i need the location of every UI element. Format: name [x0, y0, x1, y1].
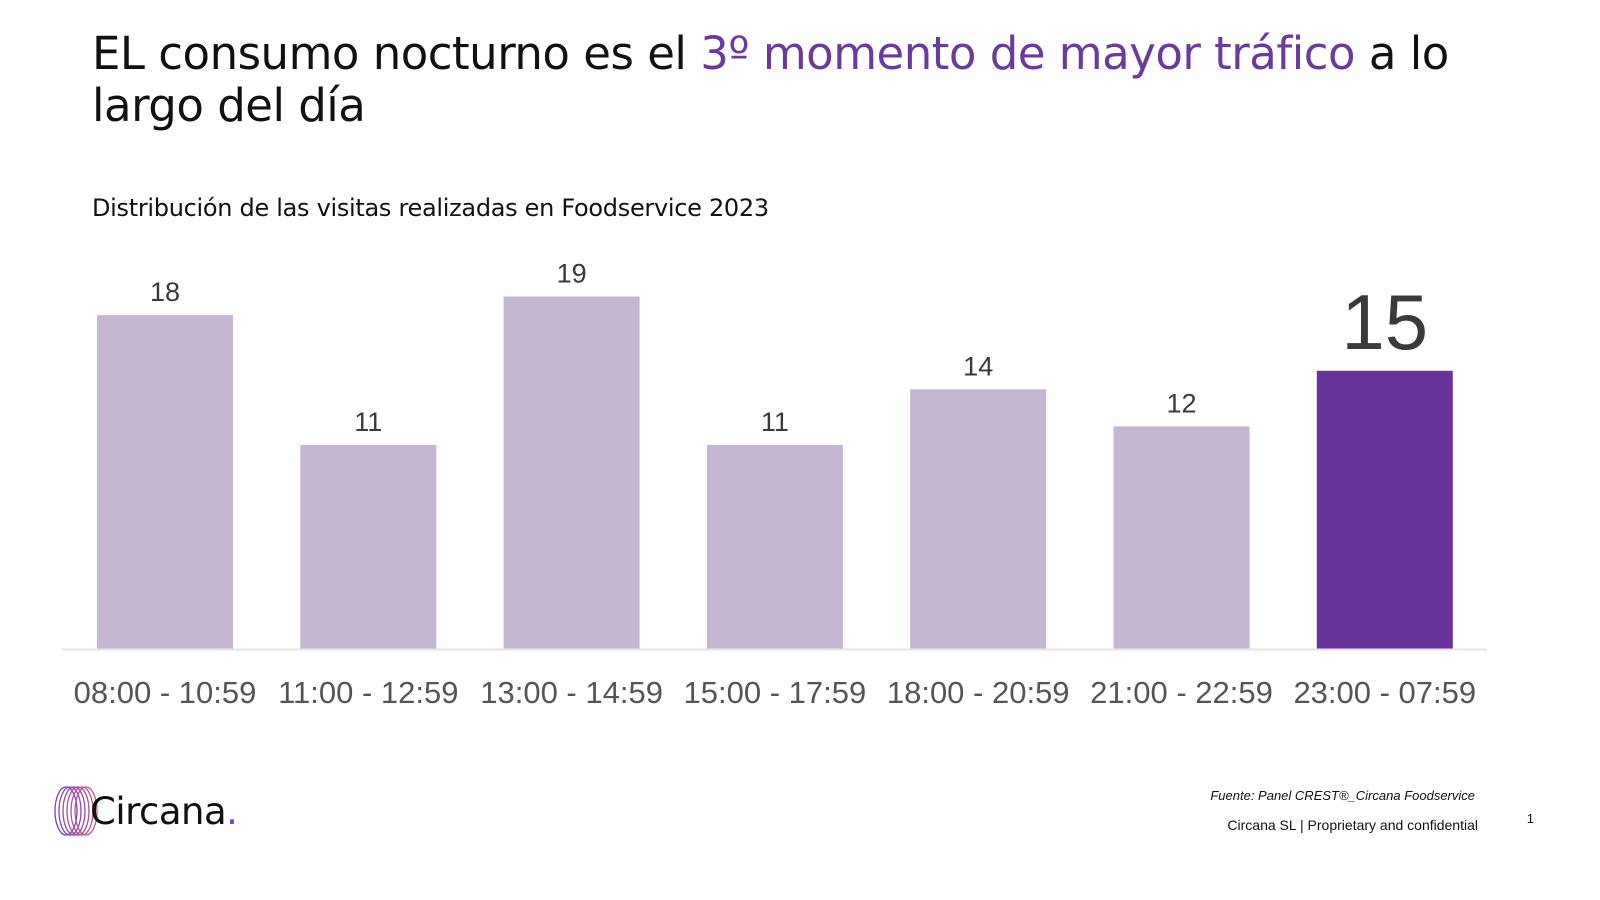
- bar-chart: 18 11 19 11 14 12 15 08:00 - 10:59 11:00 - 12:5…: [62, 259, 1487, 710]
- category-label: 11:00 - 12:59: [278, 675, 458, 710]
- confidential-note: Circana SL | Proprietary and confidentia…: [1227, 817, 1478, 833]
- data-label: 19: [557, 259, 587, 289]
- category-labels-group: 08:00 - 10:59 11:00 - 12:59 13:00 - 14:59 1…: [74, 675, 1477, 710]
- title-highlight: 3º momento de mayor tráfico: [700, 27, 1356, 80]
- data-label: 12: [1166, 388, 1196, 418]
- data-label: 14: [963, 351, 993, 381]
- bar-21-00-22-59: [1113, 426, 1250, 649]
- category-label: 18:00 - 20:59: [887, 675, 1070, 710]
- bar-18-00-20-59: [910, 389, 1047, 649]
- bar-08-00-10-59: [97, 315, 233, 649]
- bars-group: [97, 296, 1453, 649]
- data-label: 18: [150, 277, 180, 307]
- bar-13-00-14-59: [503, 296, 640, 649]
- category-label: 13:00 - 14:59: [480, 675, 663, 710]
- circana-logo: Circana.: [52, 783, 238, 839]
- category-label: 23:00 - 07:59: [1293, 675, 1476, 710]
- logo-name: Circana: [90, 789, 227, 833]
- category-label: 21:00 - 22:59: [1090, 675, 1273, 710]
- category-label: 08:00 - 10:59: [74, 675, 257, 710]
- logo-dot: .: [226, 789, 238, 833]
- chart-subtitle: Distribución de las visitas realizadas e…: [92, 194, 769, 222]
- category-label: 15:00 - 17:59: [684, 675, 867, 710]
- title-text-part2: a lo largo del día: [92, 27, 1449, 132]
- logo-wordmark: Circana.: [90, 789, 238, 833]
- title-text-part1: EL consumo nocturno es el: [92, 27, 701, 80]
- page-number: 1: [1526, 811, 1534, 826]
- bar-23-00-07-59: [1316, 370, 1453, 649]
- circana-rings-icon: [54, 786, 98, 836]
- data-label: 11: [761, 407, 789, 437]
- slide-title: EL consumo nocturno es el 3º momento de …: [92, 28, 1532, 132]
- bar-15-00-17-59: [706, 444, 843, 649]
- bar-11-00-12-59: [300, 444, 437, 649]
- data-label: 15: [1341, 278, 1428, 366]
- source-note: Fuente: Panel CREST®_Circana Foodservice: [1210, 788, 1475, 803]
- data-labels-group: 18 11 19 11 14 12 15: [150, 259, 1428, 437]
- data-label: 11: [354, 407, 382, 437]
